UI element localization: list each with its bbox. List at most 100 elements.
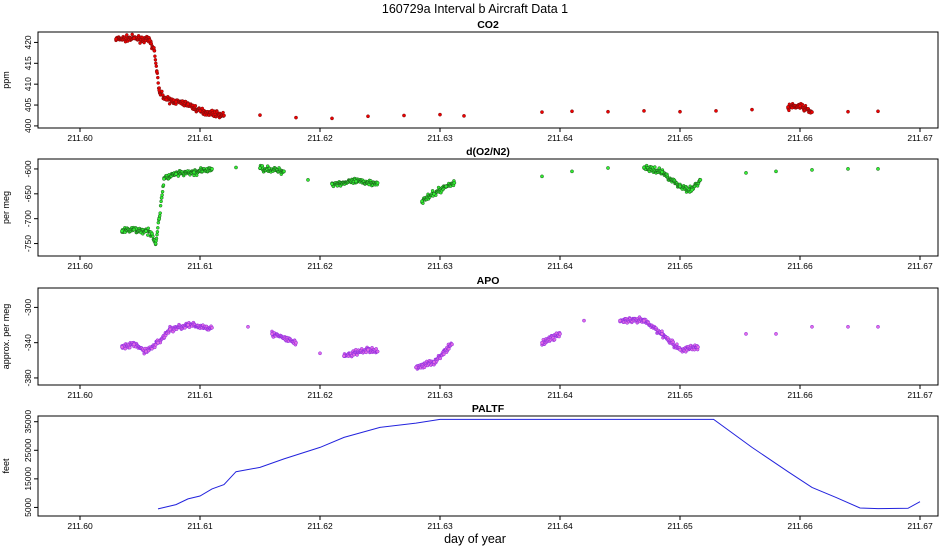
panel-apo: APO approx. per meg 211.60 211.61 211.62 211.…: [1, 275, 939, 400]
y-tick-label: 5000: [23, 498, 33, 517]
x-tick-label: 211.62: [307, 390, 333, 400]
y-tick-label: -380: [23, 369, 33, 386]
data-point: [222, 113, 226, 118]
y-tick-label: -750: [23, 235, 33, 252]
data-point: [876, 109, 880, 114]
x-tick-label: 211.63: [427, 390, 453, 400]
x-tick-label: 211.67: [907, 261, 933, 271]
data-point: [147, 38, 152, 43]
data-point: [846, 109, 850, 114]
data-point: [155, 230, 160, 234]
data-point: [186, 102, 190, 107]
data-point: [154, 69, 159, 74]
data-point: [570, 109, 574, 114]
data-point: [164, 97, 169, 102]
data-point: [330, 116, 334, 121]
data-point: [153, 54, 157, 58]
data-point: [176, 174, 181, 178]
data-point: [696, 345, 700, 349]
data-point: [153, 241, 158, 246]
data-point: [282, 169, 286, 174]
data-point: [132, 342, 136, 347]
data-point: [152, 48, 157, 53]
x-tick-label: 211.64: [547, 390, 573, 400]
x-tick-label: 211.61: [187, 521, 213, 531]
data-point: [246, 324, 250, 329]
data-point: [318, 351, 322, 356]
data-point: [642, 165, 646, 170]
data-point: [698, 178, 703, 182]
data-point: [552, 337, 557, 342]
data-point: [161, 183, 166, 187]
series-points: [114, 32, 880, 121]
panel-paltf: PALTF feet 211.60 211.61 211.62 211.63 211.64 2…: [1, 403, 939, 531]
data-point: [159, 199, 163, 204]
figure-title: 160729a Interval b Aircraft Data 1: [382, 2, 568, 16]
figure-xlabel: day of year: [444, 532, 506, 546]
data-point: [653, 165, 657, 169]
plot-frame: [37, 158, 939, 257]
x-tick-label: 211.62: [307, 261, 333, 271]
y-tick-label: -300: [23, 299, 33, 316]
x-tick-label: 211.61: [187, 390, 213, 400]
data-point: [364, 350, 368, 355]
data-point: [146, 233, 150, 237]
data-point: [876, 167, 880, 171]
data-point: [125, 33, 129, 37]
data-point: [144, 349, 148, 354]
data-point: [154, 236, 159, 241]
data-point: [462, 114, 466, 118]
x-tick-label: 211.63: [427, 521, 453, 531]
plot-frame: [37, 415, 939, 517]
y-tick-label: 415: [23, 56, 33, 70]
data-point: [414, 365, 418, 370]
data-point: [786, 105, 790, 109]
y-axis-label: per meg: [1, 191, 11, 224]
data-point: [660, 332, 664, 336]
plot-frame: [37, 287, 939, 386]
data-point: [444, 184, 448, 189]
data-point: [810, 324, 814, 329]
data-point: [120, 229, 124, 233]
x-tick-label: 211.67: [907, 133, 933, 143]
data-point: [442, 352, 446, 357]
data-point: [132, 227, 136, 232]
data-point: [270, 332, 274, 336]
data-point: [810, 110, 814, 114]
x-tick-label: 211.62: [307, 521, 333, 531]
data-point: [210, 167, 214, 171]
data-point: [450, 342, 454, 347]
data-point: [306, 178, 310, 182]
data-point: [123, 346, 127, 351]
data-point: [186, 323, 190, 327]
y-tick-label: 25000: [23, 438, 33, 462]
data-point: [432, 360, 436, 364]
data-point: [750, 107, 754, 112]
x-tick-label: 211.67: [907, 521, 933, 531]
x-tick-label: 211.65: [667, 521, 693, 531]
x-tick-label: 211.64: [547, 521, 573, 531]
data-point: [198, 109, 202, 113]
data-point: [876, 324, 880, 329]
data-point: [128, 345, 132, 350]
x-tick-label: 211.65: [667, 390, 693, 400]
data-point: [158, 211, 162, 215]
panel-title: d(O2/N2): [466, 146, 510, 158]
data-point: [642, 318, 646, 323]
panel-title: APO: [477, 275, 500, 287]
data-point: [156, 81, 160, 85]
data-point: [159, 195, 164, 200]
data-point: [156, 226, 160, 230]
data-point: [155, 232, 159, 237]
data-point: [540, 110, 544, 114]
x-tick-label: 211.66: [787, 521, 813, 531]
data-point: [150, 231, 154, 236]
data-point: [146, 226, 151, 231]
data-point: [606, 166, 610, 170]
data-point: [130, 32, 134, 37]
data-point: [438, 356, 443, 361]
data-point: [342, 354, 346, 358]
y-tick-label: 405: [23, 98, 33, 112]
data-point: [120, 345, 124, 349]
